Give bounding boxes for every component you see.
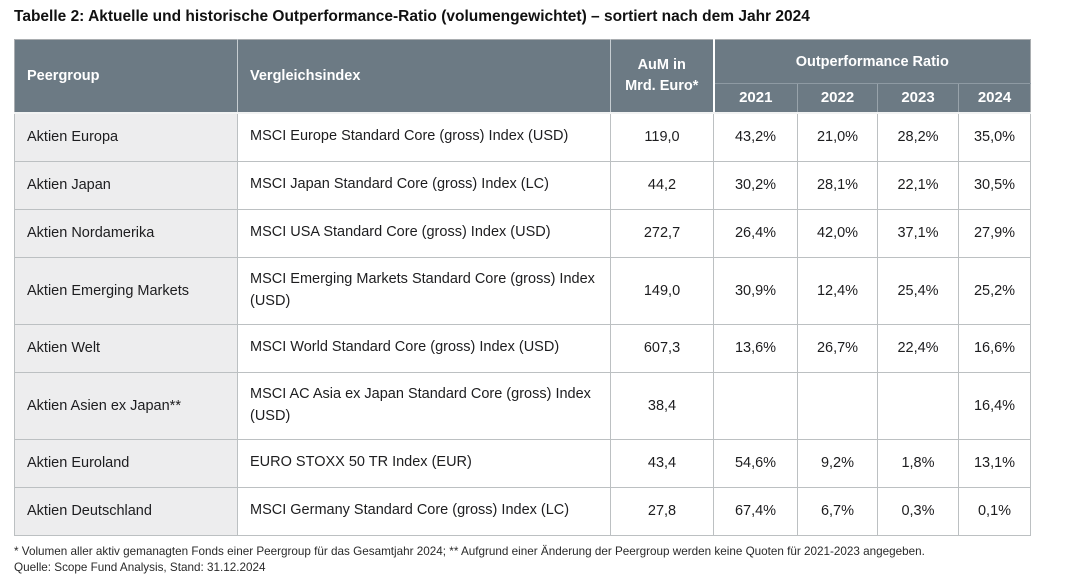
cell-2023: 1,8%	[878, 439, 959, 487]
col-header-2021: 2021	[714, 84, 798, 113]
aum-header-line2: Mrd. Euro*	[625, 78, 698, 94]
table-row: Aktien Europa MSCI Europe Standard Core …	[15, 113, 1031, 162]
cell-2024: 25,2%	[959, 257, 1031, 324]
col-header-peergroup: Peergroup	[15, 40, 238, 113]
cell-2022: 6,7%	[798, 487, 878, 535]
cell-aum: 44,2	[611, 161, 714, 209]
cell-2023: 37,1%	[878, 209, 959, 257]
cell-aum: 607,3	[611, 324, 714, 372]
col-header-aum: AuM in Mrd. Euro*	[611, 40, 714, 113]
cell-2024: 16,6%	[959, 324, 1031, 372]
cell-aum: 119,0	[611, 113, 714, 162]
cell-peergroup: Aktien Welt	[15, 324, 238, 372]
footnote-source: Quelle: Scope Fund Analysis, Stand: 31.1…	[14, 560, 1057, 576]
cell-2021: 43,2%	[714, 113, 798, 162]
col-header-2024: 2024	[959, 84, 1031, 113]
table-row: Aktien Welt MSCI World Standard Core (gr…	[15, 324, 1031, 372]
cell-index: EURO STOXX 50 TR Index (EUR)	[238, 439, 611, 487]
cell-2021: 54,6%	[714, 439, 798, 487]
table-body: Aktien Europa MSCI Europe Standard Core …	[15, 113, 1031, 536]
cell-2024: 13,1%	[959, 439, 1031, 487]
cell-2021: 67,4%	[714, 487, 798, 535]
col-header-vergleichsindex: Vergleichsindex	[238, 40, 611, 113]
cell-index: MSCI Japan Standard Core (gross) Index (…	[238, 161, 611, 209]
cell-peergroup: Aktien Euroland	[15, 439, 238, 487]
cell-2022: 42,0%	[798, 209, 878, 257]
table-row: Aktien Deutschland MSCI Germany Standard…	[15, 487, 1031, 535]
cell-peergroup: Aktien Japan	[15, 161, 238, 209]
cell-aum: 27,8	[611, 487, 714, 535]
cell-2021: 13,6%	[714, 324, 798, 372]
cell-peergroup: Aktien Deutschland	[15, 487, 238, 535]
cell-2024: 0,1%	[959, 487, 1031, 535]
cell-2022: 21,0%	[798, 113, 878, 162]
header-row-main: Peergroup Vergleichsindex AuM in Mrd. Eu…	[15, 40, 1031, 84]
cell-aum: 43,4	[611, 439, 714, 487]
cell-2024: 27,9%	[959, 209, 1031, 257]
cell-index: MSCI World Standard Core (gross) Index (…	[238, 324, 611, 372]
col-header-2022: 2022	[798, 84, 878, 113]
cell-peergroup: Aktien Asien ex Japan**	[15, 372, 238, 439]
cell-2021: 30,9%	[714, 257, 798, 324]
table-title: Tabelle 2: Aktuelle und historische Outp…	[14, 8, 1057, 26]
cell-2024: 30,5%	[959, 161, 1031, 209]
cell-aum: 38,4	[611, 372, 714, 439]
cell-2023: 22,1%	[878, 161, 959, 209]
table-row: Aktien Nordamerika MSCI USA Standard Cor…	[15, 209, 1031, 257]
col-header-outperformance-ratio: Outperformance Ratio	[714, 40, 1031, 84]
cell-index: MSCI AC Asia ex Japan Standard Core (gro…	[238, 372, 611, 439]
col-header-2023: 2023	[878, 84, 959, 113]
cell-2023: 0,3%	[878, 487, 959, 535]
cell-2022: 26,7%	[798, 324, 878, 372]
cell-2021: 26,4%	[714, 209, 798, 257]
aum-header-line1: AuM in	[638, 57, 686, 73]
table-row: Aktien Emerging Markets MSCI Emerging Ma…	[15, 257, 1031, 324]
outperformance-table: Peergroup Vergleichsindex AuM in Mrd. Eu…	[14, 39, 1031, 536]
cell-2022: 28,1%	[798, 161, 878, 209]
cell-2023	[878, 372, 959, 439]
cell-index: MSCI USA Standard Core (gross) Index (US…	[238, 209, 611, 257]
cell-2022: 12,4%	[798, 257, 878, 324]
cell-2024: 16,4%	[959, 372, 1031, 439]
table-row: Aktien Japan MSCI Japan Standard Core (g…	[15, 161, 1031, 209]
cell-peergroup: Aktien Europa	[15, 113, 238, 162]
cell-aum: 149,0	[611, 257, 714, 324]
cell-2023: 22,4%	[878, 324, 959, 372]
cell-2021: 30,2%	[714, 161, 798, 209]
cell-2023: 28,2%	[878, 113, 959, 162]
cell-peergroup: Aktien Emerging Markets	[15, 257, 238, 324]
cell-aum: 272,7	[611, 209, 714, 257]
cell-2023: 25,4%	[878, 257, 959, 324]
cell-index: MSCI Europe Standard Core (gross) Index …	[238, 113, 611, 162]
cell-2022	[798, 372, 878, 439]
table-row: Aktien Euroland EURO STOXX 50 TR Index (…	[15, 439, 1031, 487]
cell-index: MSCI Germany Standard Core (gross) Index…	[238, 487, 611, 535]
footnotes: * Volumen aller aktiv gemanagten Fonds e…	[14, 544, 1057, 576]
table-row: Aktien Asien ex Japan** MSCI AC Asia ex …	[15, 372, 1031, 439]
cell-2022: 9,2%	[798, 439, 878, 487]
table-header: Peergroup Vergleichsindex AuM in Mrd. Eu…	[15, 40, 1031, 113]
cell-2021	[714, 372, 798, 439]
footnote-volume: * Volumen aller aktiv gemanagten Fonds e…	[14, 544, 1057, 560]
cell-2024: 35,0%	[959, 113, 1031, 162]
cell-peergroup: Aktien Nordamerika	[15, 209, 238, 257]
cell-index: MSCI Emerging Markets Standard Core (gro…	[238, 257, 611, 324]
